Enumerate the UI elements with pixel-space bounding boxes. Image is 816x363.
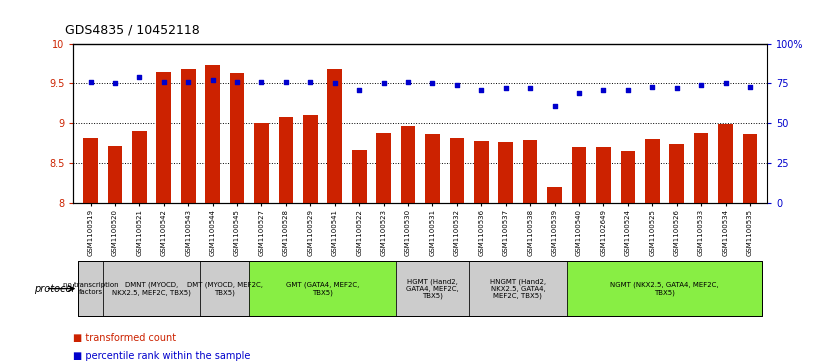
Point [206,77,220,83]
Bar [206,65,220,203]
Text: HGMT (Hand2,
GATA4, MEF2C,
TBX5): HGMT (Hand2, GATA4, MEF2C, TBX5) [406,278,459,299]
Bar [450,138,464,203]
Bar [499,142,513,203]
Bar [327,69,342,203]
Text: protocol: protocol [34,284,74,294]
Bar [303,115,317,203]
Bar [254,123,268,203]
Text: DMNT (MYOCD,
NKX2.5, MEF2C, TBX5): DMNT (MYOCD, NKX2.5, MEF2C, TBX5) [112,282,191,295]
Bar [743,134,757,203]
Point [182,79,195,85]
Point [645,84,659,90]
Point [621,87,634,93]
Bar [401,126,415,203]
Bar [548,187,562,203]
Bar [694,133,708,203]
Bar [157,72,171,203]
Point [279,79,292,85]
Point [377,81,390,86]
Point [548,103,561,109]
Point [670,85,683,91]
Point [255,79,268,85]
Point [524,85,537,91]
Point [328,81,341,86]
Bar [596,147,610,203]
Point [719,81,732,86]
Text: GMT (GATA4, MEF2C,
TBX5): GMT (GATA4, MEF2C, TBX5) [286,282,359,295]
Point [401,79,415,85]
Text: ■ transformed count: ■ transformed count [73,333,176,343]
Bar [132,131,147,203]
Bar [376,133,391,203]
Point [133,74,146,80]
Bar [352,150,366,203]
Text: NGMT (NKX2.5, GATA4, MEF2C,
TBX5): NGMT (NKX2.5, GATA4, MEF2C, TBX5) [610,282,719,295]
Bar [645,139,659,203]
Text: DMT (MYOCD, MEF2C,
TBX5): DMT (MYOCD, MEF2C, TBX5) [187,282,263,295]
Bar [181,69,196,203]
Bar [669,144,684,203]
Bar [278,117,293,203]
Text: ■ percentile rank within the sample: ■ percentile rank within the sample [73,351,251,361]
Bar [108,146,122,203]
Point [450,82,463,88]
Bar [523,140,538,203]
Point [743,84,756,90]
Point [231,79,244,85]
Point [109,81,122,86]
Bar [230,73,245,203]
Bar [474,141,489,203]
Point [573,90,586,96]
Bar [572,147,587,203]
Point [84,79,97,85]
Bar [83,138,98,203]
Point [304,79,317,85]
Text: GDS4835 / 10452118: GDS4835 / 10452118 [65,23,200,36]
Point [426,81,439,86]
Point [499,85,512,91]
Point [353,87,366,93]
Text: HNGMT (Hand2,
NKX2.5, GATA4,
MEF2C, TBX5): HNGMT (Hand2, NKX2.5, GATA4, MEF2C, TBX5… [490,278,546,299]
Text: no transcription
factors: no transcription factors [63,282,118,295]
Bar [425,134,440,203]
Point [475,87,488,93]
Point [157,79,171,85]
Bar [718,124,733,203]
Point [596,87,610,93]
Point [694,82,707,88]
Bar [620,151,635,203]
